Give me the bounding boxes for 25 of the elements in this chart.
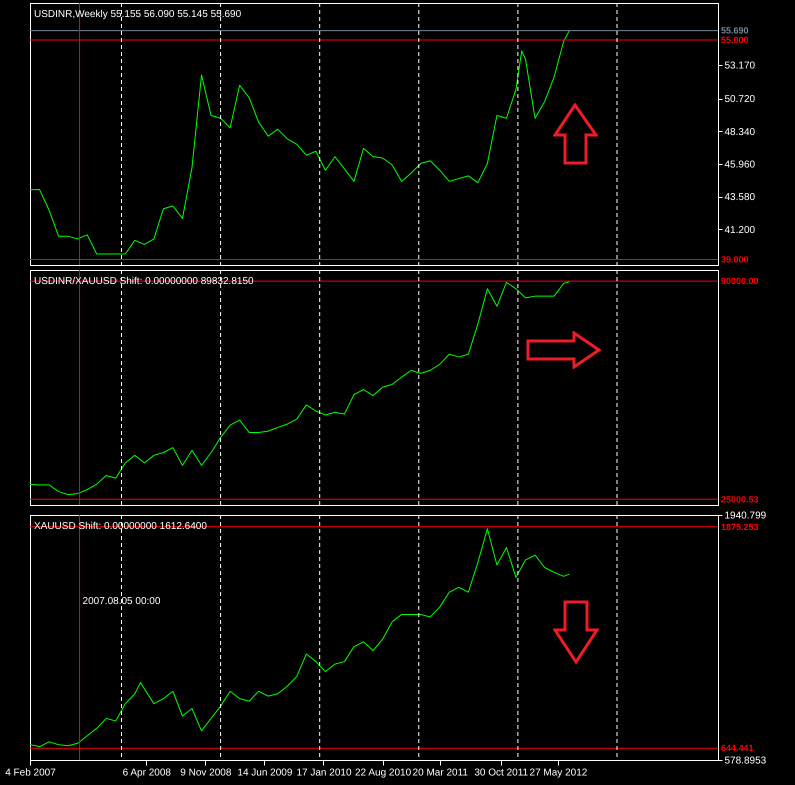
y-tick-label: 41.200 — [724, 224, 756, 236]
x-tick-label: 6 Apr 2008 — [122, 768, 172, 778]
y-tick-label: 578.8953 — [724, 756, 767, 766]
ref-line-label: 2007.08.05 00:00 — [82, 596, 161, 607]
ref-line-label: 25000.53 — [721, 494, 759, 504]
x-tick-label: 20 Mar 2011 — [412, 768, 468, 778]
ref-line-label: 644.441 — [721, 743, 754, 754]
ref-line-label: 1875.253 — [721, 522, 759, 532]
y-tick-label: 50.720 — [724, 94, 756, 106]
x-tick-label: 4 Feb 2007 — [5, 768, 56, 778]
x-tick-label: 27 May 2012 — [529, 768, 588, 778]
y-tick-label: 1940.799 — [724, 510, 767, 522]
ref-line-label: 55.690 — [721, 26, 749, 36]
y-tick-label: 53.170 — [724, 60, 756, 72]
y-tick-label: 43.580 — [724, 192, 756, 204]
y-tick-label: 48.340 — [724, 126, 756, 138]
y-tick-label: 45.960 — [724, 160, 756, 171]
x-tick-label: 22 Aug 2010 — [354, 768, 412, 778]
ref-line-label: 90000.00 — [721, 276, 759, 286]
x-tick-label: 14 Jun 2009 — [237, 768, 293, 778]
ref-line-label: 55.000 — [721, 35, 749, 46]
x-tick-label: 17 Jan 2010 — [296, 768, 352, 778]
x-tick-label: 30 Oct 2011 — [474, 768, 529, 778]
x-tick-label: 9 Nov 2008 — [180, 768, 232, 778]
ref-line-label: 39.000 — [721, 254, 749, 265]
